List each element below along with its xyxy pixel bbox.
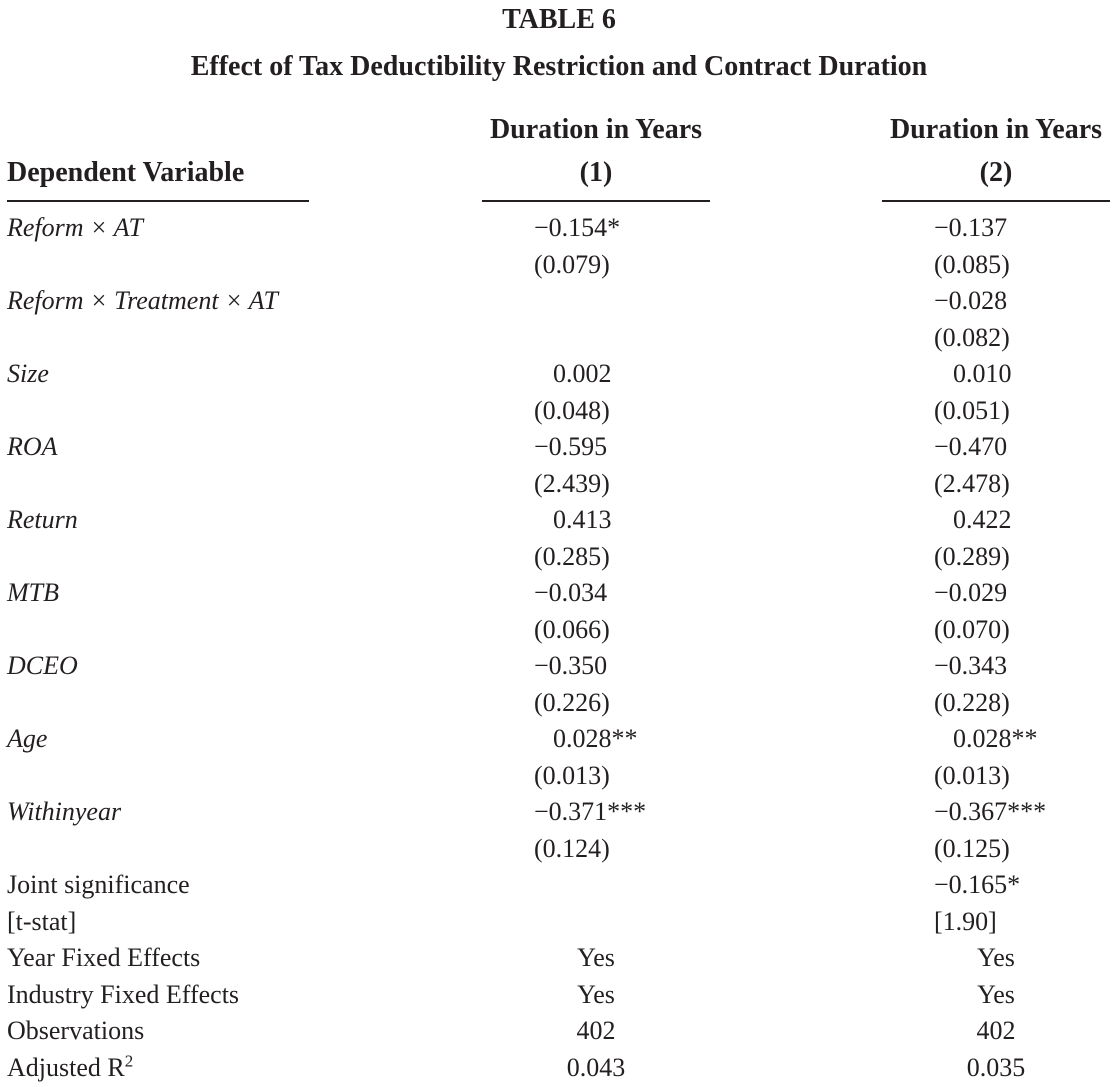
table-row: (0.013) (0.013)	[0, 758, 1118, 795]
column-1-value: 0.002	[553, 359, 612, 388]
column-1-value: 0.028**	[553, 724, 638, 753]
table-row: (0.082)	[0, 320, 1118, 357]
table-row: Joint significance −0.165*	[0, 867, 1118, 904]
column-1-value: −0.034	[534, 578, 608, 607]
row-label: Reform × Treatment × AT	[7, 286, 279, 315]
row-label: Size	[7, 359, 49, 388]
column-1-value: −0.371***	[534, 797, 647, 826]
column-2-value: −0.137	[934, 213, 1008, 242]
column-1-value: (0.013)	[534, 760, 610, 790]
row-label: Industry Fixed Effects	[7, 979, 240, 1009]
table-row: Year Fixed Effects Yes Yes	[0, 940, 1118, 977]
table-title: Effect of Tax Deductibility Restriction …	[190, 51, 928, 82]
column-2-value: (0.289)	[934, 541, 1010, 571]
column-1-value: (0.285)	[534, 541, 610, 571]
column-1-value: (0.066)	[534, 614, 610, 644]
header-rule-column-1	[482, 200, 710, 202]
column-2-value: (0.228)	[934, 687, 1010, 717]
column-1-value: −0.154*	[534, 213, 621, 242]
column-2-value: −0.029	[934, 578, 1008, 607]
table-row: DCEO −0.350 −0.343	[0, 648, 1118, 685]
column-1-title: Duration in Years	[489, 114, 703, 145]
row-label: [t-stat]	[7, 906, 77, 936]
row-label: Reform × AT	[7, 213, 143, 242]
table-row: Withinyear −0.371*** −0.367***	[0, 794, 1118, 831]
column-1-value: 402	[576, 1016, 616, 1045]
column-1-value: (0.048)	[534, 395, 610, 425]
table-row: (0.079) (0.085)	[0, 247, 1118, 284]
table-row: Age 0.028** 0.028**	[0, 721, 1118, 758]
column-2-value: −0.367***	[934, 797, 1047, 826]
column-2-value: Yes	[977, 979, 1015, 1009]
column-1-value: −0.350	[534, 651, 608, 680]
column-2-value: 0.010	[953, 359, 1012, 388]
table-row: ROA −0.595 −0.470	[0, 429, 1118, 466]
table-row: (0.066) (0.070)	[0, 612, 1118, 649]
table-row: (0.124) (0.125)	[0, 831, 1118, 868]
column-1-number: (1)	[579, 157, 613, 188]
column-2-value: −0.470	[934, 432, 1008, 461]
column-2-value: 0.028**	[953, 724, 1038, 753]
table-row: (0.285) (0.289)	[0, 539, 1118, 576]
row-label: ROA	[7, 432, 58, 461]
column-1-value: Yes	[577, 943, 615, 972]
column-2-value: (0.013)	[934, 760, 1010, 790]
row-label: Year Fixed Effects	[7, 943, 201, 972]
table-row: (0.048) (0.051)	[0, 393, 1118, 430]
header-rule-column-2	[882, 200, 1110, 202]
row-label-superscript: 2	[124, 1050, 134, 1070]
column-1-value: 0.043	[566, 1052, 626, 1082]
row-label: Adjusted R2	[7, 1050, 134, 1082]
column-2-value: Yes	[977, 943, 1015, 972]
row-label: Return	[7, 505, 78, 534]
row-label: Observations	[7, 1016, 145, 1045]
column-2-value: (0.051)	[934, 395, 1010, 425]
column-2-value: 0.422	[953, 505, 1012, 534]
dependent-variable-header: Dependent Variable	[7, 157, 245, 188]
table-row: Size 0.002 0.010	[0, 356, 1118, 393]
column-2-value: (2.478)	[934, 468, 1010, 498]
row-label: MTB	[7, 578, 59, 607]
column-1-value: 0.413	[553, 505, 612, 534]
column-2-value: 0.035	[966, 1052, 1026, 1082]
column-1-value: −0.595	[534, 432, 608, 461]
column-2-value: −0.343	[934, 651, 1008, 680]
header-rule-dependent	[7, 200, 309, 202]
column-1-value: (0.226)	[534, 687, 610, 717]
table-row: Reform × AT −0.154* −0.137	[0, 210, 1118, 247]
column-2-value: −0.028	[934, 286, 1008, 315]
column-2-value: −0.165*	[934, 870, 1021, 899]
table-row: MTB −0.034 −0.029	[0, 575, 1118, 612]
row-label: Age	[7, 724, 48, 753]
table-row: [t-stat] [1.90]	[0, 904, 1118, 941]
column-2-value: (0.085)	[934, 249, 1010, 279]
column-1-value: (0.079)	[534, 249, 610, 279]
table-row: Adjusted R2 0.043 0.035	[0, 1050, 1118, 1087]
row-label: Withinyear	[7, 797, 122, 826]
column-2-title: Duration in Years	[889, 114, 1103, 145]
column-2-value: [1.90]	[934, 906, 997, 936]
table-number: TABLE 6	[502, 4, 616, 35]
column-1-value: Yes	[577, 979, 615, 1009]
column-2-value: (0.070)	[934, 614, 1010, 644]
table-row: (2.439) (2.478)	[0, 466, 1118, 503]
table-row: Industry Fixed Effects Yes Yes	[0, 977, 1118, 1014]
column-2-value: (0.125)	[934, 833, 1010, 863]
table-row: Reform × Treatment × AT −0.028	[0, 283, 1118, 320]
table-row: Observations 402 402	[0, 1013, 1118, 1050]
column-2-value: (0.082)	[934, 322, 1010, 352]
table-row: Return 0.413 0.422	[0, 502, 1118, 539]
column-2-number: (2)	[979, 157, 1013, 188]
column-1-value: (0.124)	[534, 833, 610, 863]
row-label: DCEO	[7, 651, 78, 680]
column-2-value: 402	[976, 1016, 1016, 1045]
table-row: (0.226) (0.228)	[0, 685, 1118, 722]
column-1-value: (2.439)	[534, 468, 610, 498]
row-label: Joint significance	[7, 870, 190, 899]
